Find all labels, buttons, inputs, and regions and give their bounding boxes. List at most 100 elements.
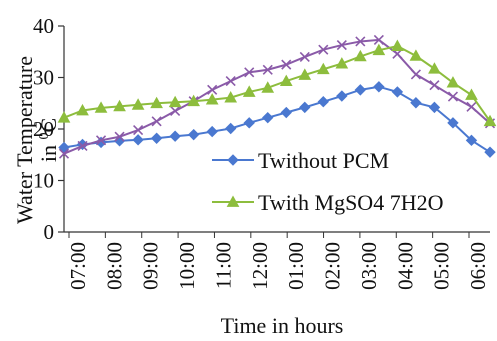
data-point (150, 96, 163, 109)
data-point (187, 128, 200, 141)
data-point (225, 76, 236, 87)
y-tick-label: 30 (33, 66, 54, 90)
y-axis-title-suffix: C (36, 118, 61, 133)
x-tick-label: 07:00 (66, 242, 90, 290)
data-point (279, 74, 293, 87)
data-point (57, 111, 71, 123)
data-point (466, 101, 477, 112)
data-point (446, 76, 460, 88)
data-point (391, 86, 404, 98)
data-point (150, 132, 163, 144)
y-axis-title: Water Temperature in 0C (12, 56, 61, 224)
data-point (428, 62, 441, 74)
data-point (280, 106, 292, 119)
data-point (335, 57, 349, 69)
data-point (410, 69, 421, 80)
x-tick-label: 08:00 (102, 242, 126, 290)
data-point (428, 101, 441, 114)
data-point (317, 95, 330, 108)
data-point (372, 43, 386, 56)
data-point (131, 98, 145, 110)
data-point (77, 140, 88, 152)
series-2 (57, 39, 497, 127)
data-point (261, 81, 275, 93)
data-point (355, 36, 366, 47)
data-point (353, 49, 367, 62)
y-tick-label: 0 (44, 220, 55, 244)
data-point (447, 117, 459, 129)
data-point (299, 51, 310, 62)
data-point (336, 90, 348, 102)
legend-item: Twith MgSO4 7H2O (212, 190, 443, 215)
data-point (336, 39, 347, 51)
data-point (354, 84, 367, 96)
y-tick-label: 20 (33, 117, 54, 141)
data-point (113, 99, 126, 112)
data-point (168, 95, 182, 108)
data-point (224, 122, 237, 135)
x-tick-label: 04:00 (393, 242, 417, 290)
data-point (207, 84, 218, 95)
data-point (133, 124, 144, 136)
data-point (465, 134, 478, 147)
data-point (114, 131, 125, 142)
data-point (299, 101, 311, 114)
data-point (318, 44, 329, 55)
y-axis-title-prefix: in (36, 140, 61, 163)
data-point (298, 68, 312, 80)
data-point (447, 91, 459, 102)
y-tick-label: 10 (33, 169, 54, 193)
legend-label: Twith MgSO4 7H2O (258, 190, 443, 215)
x-tick-label: 06:00 (466, 242, 490, 290)
data-point (262, 111, 274, 124)
data-point (429, 80, 440, 91)
legend-swatch-marker (227, 154, 239, 166)
x-tick-label: 05:00 (430, 242, 454, 290)
data-point (169, 130, 181, 142)
data-point (205, 93, 219, 105)
x-tick-label: 12:00 (248, 242, 272, 290)
legend: Twithout PCM Twith MgSO4 7H2O (212, 148, 443, 215)
y-axis-title-line2: in 0C (36, 118, 61, 162)
data-point (483, 114, 497, 127)
x-tick-label: 11:00 (211, 242, 235, 289)
data-point (187, 94, 201, 107)
data-point (94, 101, 108, 113)
axes-layer: 0 10 20 30 40 07:00 08:00 09:00 10:00 11:00 12:00 0… (33, 14, 490, 290)
data-point (206, 125, 218, 138)
data-point (58, 148, 70, 159)
y-axis-title-line1: Water Temperature (12, 56, 37, 224)
y-axis-title-superscript: 0 (37, 133, 52, 140)
data-point (58, 141, 70, 154)
data-point (244, 67, 255, 78)
data-point (262, 64, 273, 75)
data-point (465, 88, 478, 100)
legend-item: Twithout PCM (212, 148, 389, 173)
y-tick-label: 40 (33, 14, 54, 38)
series-line (63, 38, 491, 155)
data-point (409, 49, 423, 61)
x-tick-label: 09:00 (139, 242, 163, 290)
data-point (76, 103, 89, 116)
legend-swatch-marker (226, 195, 240, 207)
data-point (281, 59, 292, 70)
data-point (170, 105, 181, 117)
x-tick-label: 02:00 (321, 242, 345, 290)
data-point (132, 134, 144, 146)
data-point (373, 81, 385, 93)
data-point (316, 62, 330, 75)
data-point (410, 97, 422, 109)
x-tick-label: 10:00 (175, 242, 199, 290)
x-tick-label: 01:00 (284, 242, 308, 290)
data-point (373, 34, 384, 45)
data-point (224, 91, 238, 103)
data-point (484, 146, 496, 158)
x-tick-label: 03:00 (357, 242, 381, 290)
legend-label: Twithout PCM (258, 148, 389, 173)
x-axis-title: Time in hours (221, 313, 344, 336)
data-point (243, 117, 255, 129)
data-point (95, 135, 107, 146)
